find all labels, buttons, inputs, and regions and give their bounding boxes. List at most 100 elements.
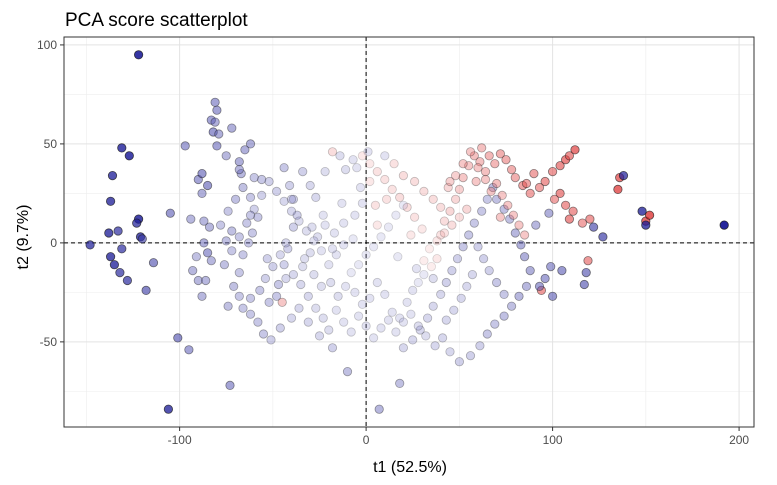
data-point — [355, 182, 366, 193]
data-point — [424, 244, 435, 254]
data-point — [292, 210, 302, 220]
data-point — [419, 256, 429, 266]
data-point — [422, 313, 433, 323]
data-point — [475, 157, 485, 167]
data-point — [331, 250, 341, 260]
data-point — [588, 222, 599, 232]
data-point — [206, 256, 216, 266]
minor-gridlines — [64, 37, 754, 427]
data-point — [361, 321, 371, 331]
data-point — [469, 151, 479, 161]
data-point — [372, 167, 382, 177]
data-point — [206, 115, 216, 125]
data-point — [324, 325, 334, 335]
data-point — [186, 214, 196, 224]
data-point — [234, 165, 244, 175]
data-point — [279, 163, 289, 173]
data-point — [719, 220, 729, 230]
data-point — [437, 333, 448, 343]
data-point — [445, 176, 455, 187]
data-point — [447, 265, 457, 276]
data-point — [357, 299, 367, 309]
data-point — [258, 329, 269, 339]
data-point — [273, 279, 284, 290]
data-point — [486, 186, 496, 196]
data-point — [281, 273, 291, 284]
data-point — [503, 200, 513, 210]
data-point — [180, 141, 190, 151]
data-point — [275, 323, 285, 333]
data-point — [484, 151, 494, 161]
data-point — [216, 220, 226, 230]
data-point — [380, 174, 390, 185]
data-point — [510, 173, 520, 183]
data-point — [199, 216, 209, 226]
data-point — [387, 184, 397, 194]
data-point — [488, 182, 498, 193]
data-point — [415, 325, 425, 335]
data-point — [357, 151, 367, 161]
data-point — [348, 234, 358, 244]
data-point — [419, 186, 429, 196]
data-point — [201, 275, 211, 286]
data-point — [469, 218, 479, 228]
data-point — [352, 163, 362, 173]
data-point — [458, 173, 468, 183]
data-point — [204, 222, 215, 232]
data-point — [234, 291, 244, 301]
data-point — [320, 220, 330, 230]
data-point — [495, 212, 505, 222]
data-point — [303, 291, 313, 301]
data-point — [197, 291, 207, 301]
data-point — [262, 254, 272, 264]
data-point — [312, 232, 323, 242]
data-point — [465, 351, 476, 361]
data-point — [106, 196, 116, 206]
data-point — [109, 260, 120, 270]
data-point — [452, 254, 463, 264]
data-point — [499, 204, 509, 214]
data-point — [199, 238, 209, 248]
data-point — [436, 289, 446, 299]
data-point — [122, 275, 133, 286]
data-point — [214, 129, 224, 139]
data-point — [641, 220, 651, 230]
data-point — [432, 236, 442, 246]
data-point — [348, 155, 358, 165]
data-point — [398, 171, 408, 181]
data-point — [408, 285, 418, 295]
y-tick-label: -50 — [40, 335, 58, 349]
data-point — [480, 174, 491, 185]
data-point — [570, 145, 580, 155]
data-point — [117, 143, 127, 153]
data-point — [428, 273, 438, 284]
data-point — [447, 220, 457, 230]
data-point — [398, 317, 408, 327]
data-point — [368, 242, 379, 252]
data-point — [210, 97, 220, 107]
data-point — [284, 180, 295, 191]
data-point — [613, 184, 623, 194]
data-point — [443, 182, 453, 193]
data-point — [318, 210, 328, 220]
data-point — [361, 250, 371, 260]
data-point — [458, 159, 468, 169]
data-point — [406, 230, 416, 240]
data-point — [227, 226, 237, 236]
data-point — [495, 149, 505, 159]
data-point — [257, 190, 267, 200]
data-point — [505, 214, 515, 224]
data-point — [210, 117, 220, 127]
data-point — [473, 242, 483, 252]
data-point — [301, 226, 311, 236]
data-point — [307, 222, 317, 232]
data-point — [516, 240, 526, 250]
data-point — [372, 220, 382, 230]
data-point — [242, 218, 252, 228]
data-point — [499, 289, 509, 299]
data-point — [482, 329, 492, 339]
data-point — [234, 232, 244, 242]
data-point — [238, 182, 248, 193]
data-point — [450, 194, 461, 204]
data-point — [229, 281, 239, 291]
